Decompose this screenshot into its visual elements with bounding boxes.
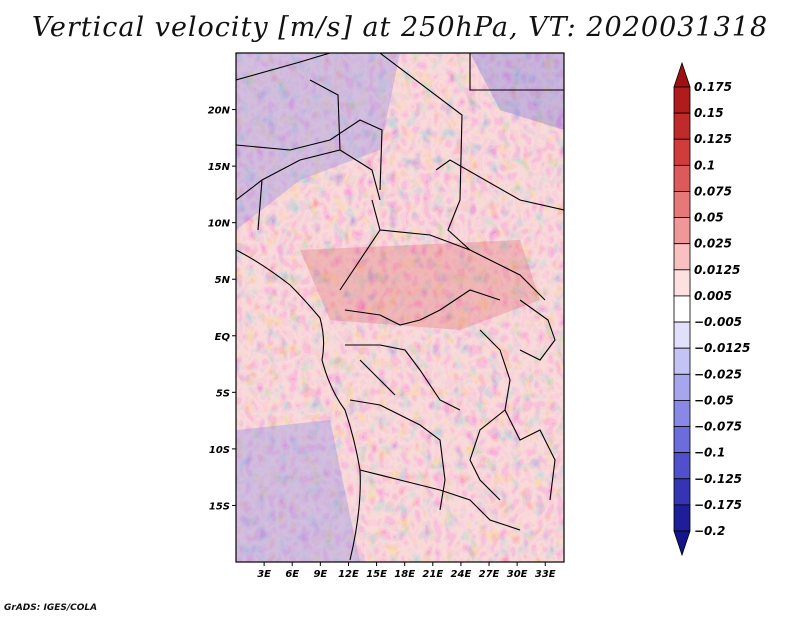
colorbar-label: −0.05	[694, 393, 734, 407]
country-borders	[236, 53, 564, 561]
y-tick-label: 5N	[215, 275, 231, 286]
y-tick-label: 10S	[209, 445, 230, 456]
chart-title: Vertical velocity [m/s] at 250hPa, VT: 2…	[31, 12, 769, 43]
colorbar-top-arrow	[673, 61, 691, 88]
x-tick-label: 15E	[366, 569, 387, 580]
colorbar-segment	[673, 504, 691, 532]
colorbar-label: 0.1	[694, 158, 715, 172]
x-tick-label: 9E	[313, 569, 327, 580]
y-tick-label: 10N	[208, 219, 231, 230]
plot-frame	[235, 52, 565, 563]
grads-credit: GrADS: IGES/COLA	[4, 603, 98, 613]
colorbar-segment	[673, 112, 691, 140]
colorbar-label: −0.025	[694, 367, 742, 381]
velocity-field	[236, 53, 564, 562]
x-tick-label: 3E	[257, 569, 271, 580]
colorbar-segment	[673, 478, 691, 506]
colorbar-label: −0.125	[694, 472, 742, 486]
colorbar-label: 0.15	[694, 106, 724, 120]
colorbar-segment	[673, 269, 691, 297]
colorbar-label: −0.1	[694, 446, 725, 460]
colorbar-segment	[673, 86, 691, 114]
colorbar-segment	[673, 138, 691, 166]
colorbar-segment	[673, 191, 691, 218]
colorbar-label: −0.0125	[694, 341, 750, 355]
colorbar-label: 0.05	[694, 211, 724, 225]
colorbar-segment	[673, 400, 691, 427]
y-tick-label: 20N	[208, 106, 231, 117]
colorbar-label: −0.075	[694, 420, 742, 434]
x-tick-label: 6E	[285, 569, 299, 580]
colorbar-label: −0.2	[694, 524, 725, 538]
colorbar-segment	[673, 295, 691, 323]
colorbar-label: −0.175	[694, 498, 742, 512]
colorbar-segment	[673, 243, 691, 271]
colorbar-segment	[673, 373, 691, 401]
x-tick-label: 30E	[507, 569, 528, 580]
x-tick-label: 12E	[338, 569, 359, 580]
colorbar-label: 0.005	[694, 289, 732, 303]
colorbar-segment	[673, 426, 691, 454]
y-tick-label: EQ	[215, 332, 231, 343]
y-tick-label: 15N	[208, 162, 231, 173]
x-tick-label: 33E	[535, 569, 556, 580]
colorbar-label: 0.075	[694, 184, 732, 198]
colorbar-segment	[673, 347, 691, 375]
colorbar-bottom-arrow	[673, 530, 691, 557]
colorbar-label: 0.125	[694, 132, 732, 146]
colorbar-segment	[673, 164, 691, 192]
colorbar-label: −0.005	[694, 315, 742, 329]
colorbar-segment	[673, 452, 691, 480]
x-tick-label: 27E	[479, 569, 500, 580]
colorbar-label: 0.0125	[694, 263, 740, 277]
colorbar-label: 0.025	[694, 237, 732, 251]
y-tick-label: 5S	[216, 388, 230, 399]
x-tick-label: 21E	[422, 569, 443, 580]
x-tick-label: 18E	[394, 569, 415, 580]
colorbar-segment	[673, 217, 691, 245]
x-tick-label: 24E	[451, 569, 472, 580]
y-tick-label: 15S	[209, 501, 230, 512]
colorbar-label: 0.175	[694, 80, 732, 94]
colorbar-segment	[673, 321, 691, 349]
